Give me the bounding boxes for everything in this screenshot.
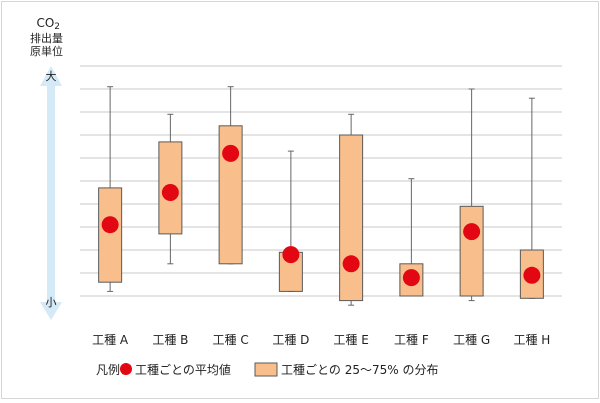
x-axis-labels: 工種 A 工種 B 工種 C 工種 D 工種 E 工種 F 工種 G 工種 H <box>92 333 550 347</box>
mean-marker <box>161 184 179 201</box>
y-axis-arrow: 大小 <box>40 66 62 320</box>
iqr-box <box>218 125 243 265</box>
legend-mean-marker <box>120 363 132 375</box>
x-tick-label: 工種 D <box>272 333 309 347</box>
mean-marker <box>342 255 360 273</box>
box-group <box>158 113 183 265</box>
box-group <box>278 150 303 292</box>
arrow-shaft <box>47 84 55 304</box>
x-tick-label: 工種 C <box>213 333 249 347</box>
box-layer <box>98 86 544 306</box>
mean-marker <box>101 216 119 234</box>
grid-layer <box>80 65 562 297</box>
box-group <box>459 88 484 302</box>
legend: 凡例： 工種ごとの平均値 工種ごとの 25〜75% の分布 <box>96 362 438 377</box>
mean-marker <box>523 266 541 284</box>
legend-box-label: 工種ごとの 25〜75% の分布 <box>281 362 438 377</box>
box-group <box>218 86 243 265</box>
x-tick-label: 工種 B <box>152 333 188 347</box>
x-tick-label: 工種 E <box>333 333 368 347</box>
mean-marker <box>402 269 420 287</box>
x-tick-label: 工種 G <box>453 333 490 347</box>
legend-mean-label: 工種ごとの平均値 <box>135 362 231 377</box>
box-group <box>98 86 123 292</box>
iqr-box <box>459 205 484 297</box>
x-tick-label: 工種 A <box>92 333 129 347</box>
x-tick-label: 工種 F <box>394 333 429 347</box>
iqr-box <box>339 134 364 302</box>
arrow-head-up <box>40 66 62 86</box>
box-group <box>519 97 544 299</box>
x-tick-label: 工種 H <box>513 333 550 347</box>
y-axis-title-line3: 原単位 <box>30 44 63 58</box>
y-axis-title-subscript: 2 <box>54 22 60 32</box>
mean-marker <box>222 144 240 162</box>
box-group <box>399 178 424 297</box>
y-axis-title-line2: 排出量 <box>30 31 63 45</box>
y-axis-bottom-label: 小 <box>46 296 57 309</box>
mean-marker <box>282 246 300 264</box>
y-axis-top-label: 大 <box>46 69 57 83</box>
arrow-head-down <box>40 302 62 320</box>
y-axis-title-line1: CO2 <box>36 16 60 32</box>
iqr-box <box>98 187 123 283</box>
mean-marker <box>463 223 481 241</box>
box-group <box>339 113 364 306</box>
y-axis-title: CO2 排出量 原単位 <box>30 16 63 58</box>
legend-box-swatch <box>254 362 278 377</box>
